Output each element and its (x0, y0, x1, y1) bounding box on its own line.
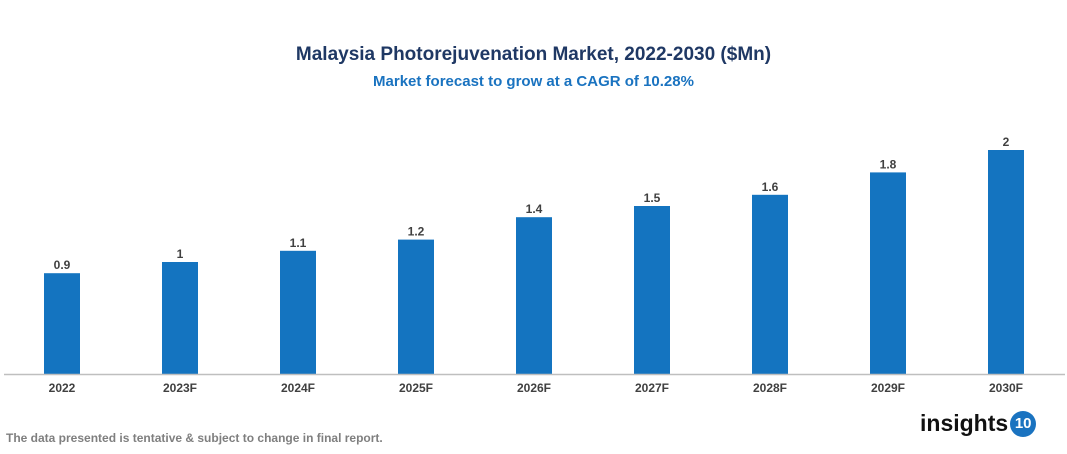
logo-number: 10 (1010, 410, 1037, 437)
data-label: 1.1 (290, 236, 307, 250)
data-label: 2 (1003, 135, 1010, 149)
data-label: 1.6 (762, 180, 779, 194)
x-tick-label: 2026F (517, 381, 551, 395)
x-tick-label: 2022 (49, 381, 76, 395)
bar-2029F (870, 172, 906, 374)
x-tick-label: 2030F (989, 381, 1023, 395)
bar-2024F (280, 250, 316, 374)
x-tick-label: 2024F (281, 381, 315, 395)
bar-2026F (516, 217, 552, 374)
bar-2023F (162, 262, 198, 374)
bar-2030F (988, 150, 1024, 374)
data-label: 0.9 (54, 258, 71, 272)
x-tick-label: 2027F (635, 381, 669, 395)
chart-subtitle: Market forecast to grow at a CAGR of 10.… (373, 73, 694, 90)
x-tick-label: 2023F (163, 381, 197, 395)
x-tick-label: 2025F (399, 381, 433, 395)
data-label: 1.2 (408, 225, 425, 239)
x-tick-label: 2029F (871, 381, 905, 395)
data-label: 1 (177, 247, 184, 261)
logo-text: insights (920, 410, 1009, 436)
insights10-logo: insights 10 (920, 410, 1037, 437)
data-label: 1.8 (880, 157, 897, 171)
x-tick-label: 2028F (753, 381, 787, 395)
disclaimer: The data presented is tentative & subjec… (6, 431, 383, 445)
data-label: 1.4 (526, 202, 543, 216)
bar-2027F (634, 206, 670, 374)
data-label: 1.5 (644, 191, 661, 205)
chart-title: Malaysia Photorejuvenation Market, 2022-… (295, 44, 772, 65)
bar-2022 (44, 273, 80, 374)
bar-2025F (398, 239, 434, 374)
bar-2028F (752, 194, 788, 374)
